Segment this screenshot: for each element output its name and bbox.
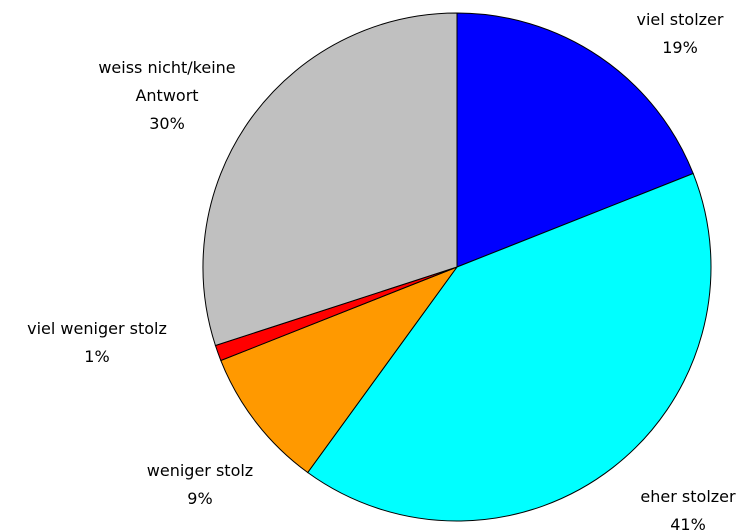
value-label: 9% <box>187 489 213 508</box>
pie-slice <box>220 265 459 474</box>
slice-label: weiss nicht/keine Antwort 30% <box>67 54 267 138</box>
pie-slice <box>456 12 694 268</box>
pie-slice <box>307 172 712 522</box>
slice-label: weniger stolz 9% <box>100 457 300 513</box>
category-label: eher stolzer <box>640 487 736 506</box>
value-label: 1% <box>84 347 110 366</box>
category-label: weiss nicht/keine Antwort <box>98 58 236 105</box>
value-label: 41% <box>670 515 706 530</box>
value-label: 30% <box>149 114 185 133</box>
value-label: 19% <box>662 38 698 57</box>
slice-label: eher stolzer 41% <box>588 483 751 530</box>
category-label: weniger stolz <box>146 461 254 480</box>
category-label: viel stolzer <box>636 10 724 29</box>
slice-label: viel stolzer 19% <box>580 6 751 62</box>
slice-label: viel weniger stolz 1% <box>0 315 197 371</box>
category-label: viel weniger stolz <box>27 319 167 338</box>
pie-slice <box>202 12 458 347</box>
